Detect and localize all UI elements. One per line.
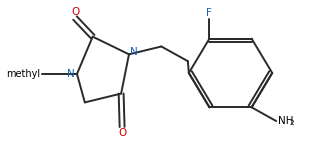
Text: O: O bbox=[118, 128, 126, 138]
Text: N: N bbox=[67, 69, 75, 79]
Text: methyl: methyl bbox=[6, 69, 41, 79]
Text: O: O bbox=[71, 7, 79, 17]
Text: N: N bbox=[130, 47, 138, 57]
Text: NH: NH bbox=[278, 116, 294, 126]
Text: 2: 2 bbox=[289, 120, 294, 126]
Text: F: F bbox=[207, 8, 212, 18]
